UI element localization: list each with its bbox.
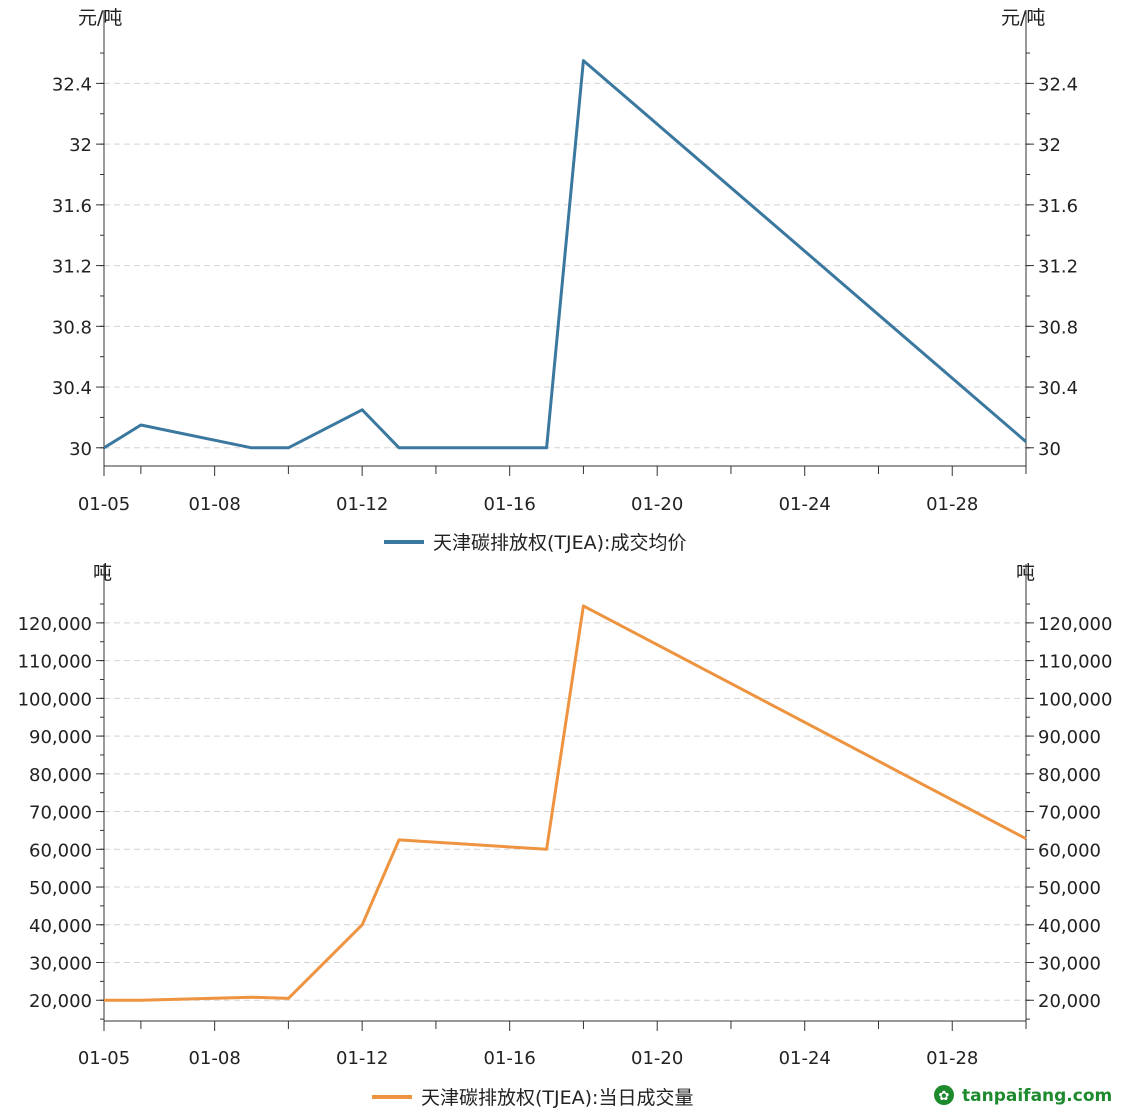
- y-tick-label-right: 50,000: [1038, 878, 1101, 899]
- y-tick-label-left: 60,000: [29, 840, 92, 861]
- volume-chart: 吨 吨 20,00030,00040,00050,00060,00070,000…: [18, 562, 1113, 1109]
- y-tick-label-right: 30.8: [1038, 317, 1078, 338]
- volume-gridlines: [104, 622, 1026, 1001]
- price-x-tick-labels: 01-05 01-08 01-12 01-16 01-20 01-24 01-28: [78, 494, 979, 515]
- watermark-text: tanpaifang.com: [962, 1086, 1112, 1106]
- volume-x-tick-labels: 01-05 01-08 01-12 01-16 01-20 01-24 01-28: [78, 1048, 979, 1069]
- x-tick-label: 01-05: [78, 494, 130, 515]
- series-line: [104, 604, 1027, 1002]
- y-tick-label-right: 32.4: [1038, 74, 1078, 95]
- price-y-tick-labels-right: 30 30.4 30.8 31.2 31.6 32 32.4: [1038, 74, 1078, 459]
- price-series: [103, 59, 1027, 450]
- y-tick-label-left: 31.6: [52, 196, 92, 217]
- x-tick-label: 01-20: [631, 1048, 683, 1069]
- y-tick-label-left: 20,000: [29, 991, 92, 1012]
- y-tick-label-right: 30.4: [1038, 378, 1078, 399]
- y-tick-label-left: 30.8: [52, 317, 92, 338]
- y-tick-label-right: 31.6: [1038, 196, 1078, 217]
- y-tick-label-right: 110,000: [1038, 652, 1112, 673]
- volume-axes: [96, 564, 1034, 1031]
- volume-left-unit: 吨: [93, 562, 112, 584]
- watermark-leaf-glyph: ✿: [939, 1089, 950, 1104]
- x-tick-label: 01-12: [336, 494, 388, 515]
- y-tick-label-left: 110,000: [18, 652, 92, 673]
- x-tick-label: 01-16: [484, 1048, 536, 1069]
- y-tick-label-left: 32: [69, 135, 92, 156]
- y-tick-label-right: 80,000: [1038, 765, 1101, 786]
- y-tick-label-left: 120,000: [18, 614, 92, 635]
- y-tick-label-left: 30,000: [29, 954, 92, 975]
- y-tick-label-right: 31.2: [1038, 257, 1078, 278]
- x-tick-label: 01-28: [926, 1048, 978, 1069]
- y-tick-label-right: 100,000: [1038, 689, 1112, 710]
- x-tick-label: 01-28: [926, 494, 978, 515]
- volume-y-tick-labels-left: 20,000 30,000 40,000 50,000 60,000 70,000 80,0…: [18, 614, 92, 1012]
- y-tick-label-right: 30: [1038, 439, 1061, 460]
- volume-series: [103, 604, 1027, 1002]
- x-tick-label: 01-24: [779, 494, 831, 515]
- watermark-leaf-icon: [934, 1085, 954, 1105]
- series-line: [103, 59, 1027, 450]
- y-tick-label-left: 80,000: [29, 765, 92, 786]
- price-axes: [96, 10, 1034, 476]
- x-tick-label: 01-16: [484, 494, 536, 515]
- x-tick-label: 01-08: [188, 1048, 240, 1069]
- y-tick-label-left: 90,000: [29, 727, 92, 748]
- y-tick-label-left: 70,000: [29, 803, 92, 824]
- y-tick-label-left: 50,000: [29, 878, 92, 899]
- x-tick-label: 01-05: [78, 1048, 130, 1069]
- price-legend[interactable]: 天津碳排放权(TJEA):成交均价: [384, 532, 686, 554]
- x-tick-label: 01-08: [188, 494, 240, 515]
- y-tick-label-right: 120,000: [1038, 614, 1112, 635]
- volume-legend[interactable]: 天津碳排放权(TJEA):当日成交量: [372, 1087, 693, 1109]
- y-tick-label-left: 30: [69, 439, 92, 460]
- y-tick-label-left: 32.4: [52, 74, 92, 95]
- watermark: ✿ tanpaifang.com: [934, 1085, 1112, 1106]
- price-legend-label: 天津碳排放权(TJEA):成交均价: [433, 532, 686, 554]
- y-tick-label-left: 100,000: [18, 689, 92, 710]
- y-tick-label-right: 30,000: [1038, 954, 1101, 975]
- y-tick-label-left: 31.2: [52, 257, 92, 278]
- x-tick-label: 01-20: [631, 494, 683, 515]
- x-tick-label: 01-24: [779, 1048, 831, 1069]
- y-tick-label-right: 60,000: [1038, 840, 1101, 861]
- y-tick-label-right: 70,000: [1038, 803, 1101, 824]
- y-tick-label-right: 40,000: [1038, 916, 1101, 937]
- y-tick-label-left: 40,000: [29, 916, 92, 937]
- price-right-unit: 元/吨: [1001, 7, 1045, 29]
- volume-legend-label: 天津碳排放权(TJEA):当日成交量: [421, 1087, 693, 1109]
- y-tick-label-right: 90,000: [1038, 727, 1101, 748]
- y-tick-label-left: 30.4: [52, 378, 92, 399]
- price-y-tick-labels-left: 30 30.4 30.8 31.2 31.6 32 32.4: [52, 74, 92, 459]
- price-left-unit: 元/吨: [78, 7, 122, 29]
- y-tick-label-right: 32: [1038, 135, 1061, 156]
- x-tick-label: 01-12: [336, 1048, 388, 1069]
- y-tick-label-right: 20,000: [1038, 991, 1101, 1012]
- volume-y-tick-labels-right: 20,000 30,000 40,000 50,000 60,000 70,000 80,0…: [1038, 614, 1112, 1012]
